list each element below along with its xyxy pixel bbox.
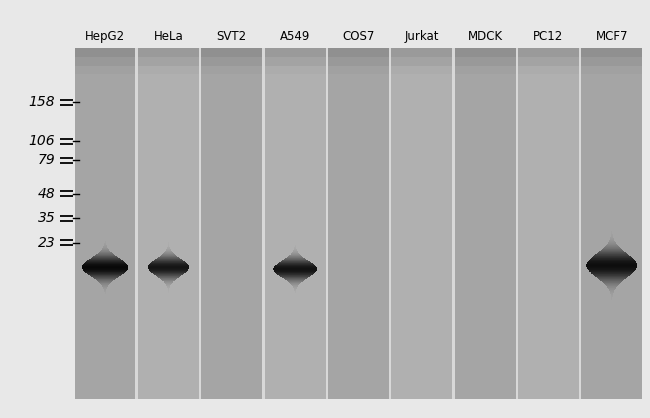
Bar <box>455 57 515 66</box>
Bar <box>328 48 389 399</box>
Bar <box>391 48 452 399</box>
Bar <box>265 48 326 399</box>
Text: A549: A549 <box>280 30 310 43</box>
Bar <box>135 48 138 399</box>
Text: 106: 106 <box>29 134 55 148</box>
Bar <box>75 48 135 399</box>
Text: COS7: COS7 <box>343 30 374 43</box>
Text: 158: 158 <box>29 95 55 110</box>
Bar <box>518 66 579 74</box>
Bar <box>391 48 452 57</box>
Bar <box>391 66 452 74</box>
Bar <box>582 66 642 74</box>
Bar <box>389 48 391 399</box>
Bar <box>391 57 452 66</box>
Bar <box>455 48 515 399</box>
Text: HeLa: HeLa <box>153 30 183 43</box>
Bar <box>582 57 642 66</box>
Bar <box>262 48 265 399</box>
Bar <box>199 48 202 399</box>
Bar <box>518 48 579 57</box>
Bar <box>515 48 518 399</box>
Bar <box>328 66 389 74</box>
Bar <box>582 48 642 57</box>
Bar <box>518 57 579 66</box>
Bar <box>75 48 135 57</box>
Text: 23: 23 <box>38 236 55 250</box>
Bar <box>202 66 262 74</box>
Bar <box>202 57 262 66</box>
Text: 48: 48 <box>38 187 55 201</box>
Bar <box>328 48 389 57</box>
Bar <box>265 57 326 66</box>
Bar <box>75 48 650 399</box>
Bar <box>455 66 515 74</box>
Text: 35: 35 <box>38 212 55 225</box>
Bar <box>202 48 262 399</box>
Bar <box>75 57 135 66</box>
Bar <box>138 48 199 399</box>
Bar <box>328 57 389 66</box>
Bar <box>138 66 199 74</box>
Bar <box>138 57 199 66</box>
Bar <box>582 48 642 399</box>
Bar <box>455 48 515 57</box>
Text: HepG2: HepG2 <box>85 30 125 43</box>
Bar <box>75 66 135 74</box>
Text: SVT2: SVT2 <box>216 30 247 43</box>
Bar <box>265 66 326 74</box>
Text: 79: 79 <box>38 153 55 168</box>
Text: MCF7: MCF7 <box>595 30 628 43</box>
Bar <box>452 48 455 399</box>
Bar <box>326 48 328 399</box>
Bar <box>265 48 326 57</box>
Bar <box>579 48 582 399</box>
Text: Jurkat: Jurkat <box>404 30 439 43</box>
Bar <box>202 48 262 57</box>
Text: PC12: PC12 <box>534 30 564 43</box>
Bar <box>518 48 579 399</box>
Bar <box>138 48 199 57</box>
Text: MDCK: MDCK <box>467 30 502 43</box>
